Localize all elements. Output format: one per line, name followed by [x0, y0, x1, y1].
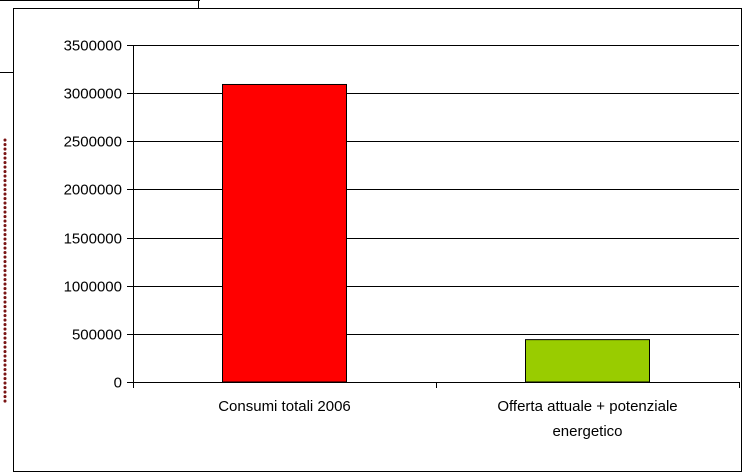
y-tick-label: 0 — [114, 375, 122, 392]
y-tick-label: 1500000 — [64, 231, 122, 248]
bar-2 — [525, 339, 650, 383]
chart-area: 0 500000 1000000 1500000 2000000 2500000 30000… — [13, 8, 742, 472]
y-tick-label: 3500000 — [64, 38, 122, 55]
y-tick-label: 500000 — [72, 327, 122, 344]
x-category-label: energetico — [552, 423, 622, 440]
y-tick-label: 1000000 — [64, 279, 122, 296]
x-category-label: Consumi totali 2006 — [218, 398, 351, 415]
y-tick-label: 2500000 — [64, 134, 122, 151]
y-tick-label: 2000000 — [64, 182, 122, 199]
bar-1 — [222, 83, 347, 383]
bar-chart: 0 500000 1000000 1500000 2000000 2500000 30000… — [64, 38, 740, 440]
x-category-label: Offerta attuale + potenziale — [497, 398, 677, 415]
y-tick-label: 3000000 — [64, 86, 122, 103]
